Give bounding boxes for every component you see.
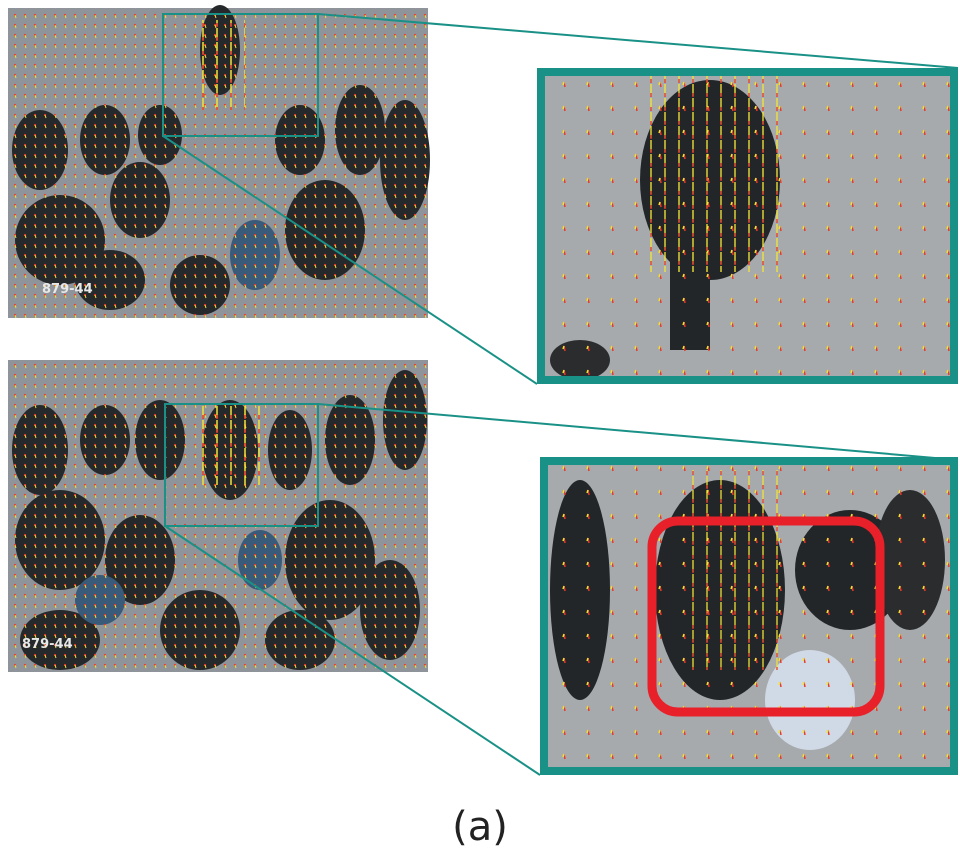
caption: (a): [452, 804, 508, 850]
frame-label: 879-44: [42, 282, 93, 297]
page: 879-44 879-44: [0, 0, 960, 852]
frame-label: 879-44: [22, 637, 73, 652]
figure: 879-44 879-44: [0, 0, 960, 852]
zoom-top: [537, 68, 958, 384]
frame-bottom: 879-44: [8, 360, 428, 672]
zoom-bottom: [540, 457, 958, 775]
